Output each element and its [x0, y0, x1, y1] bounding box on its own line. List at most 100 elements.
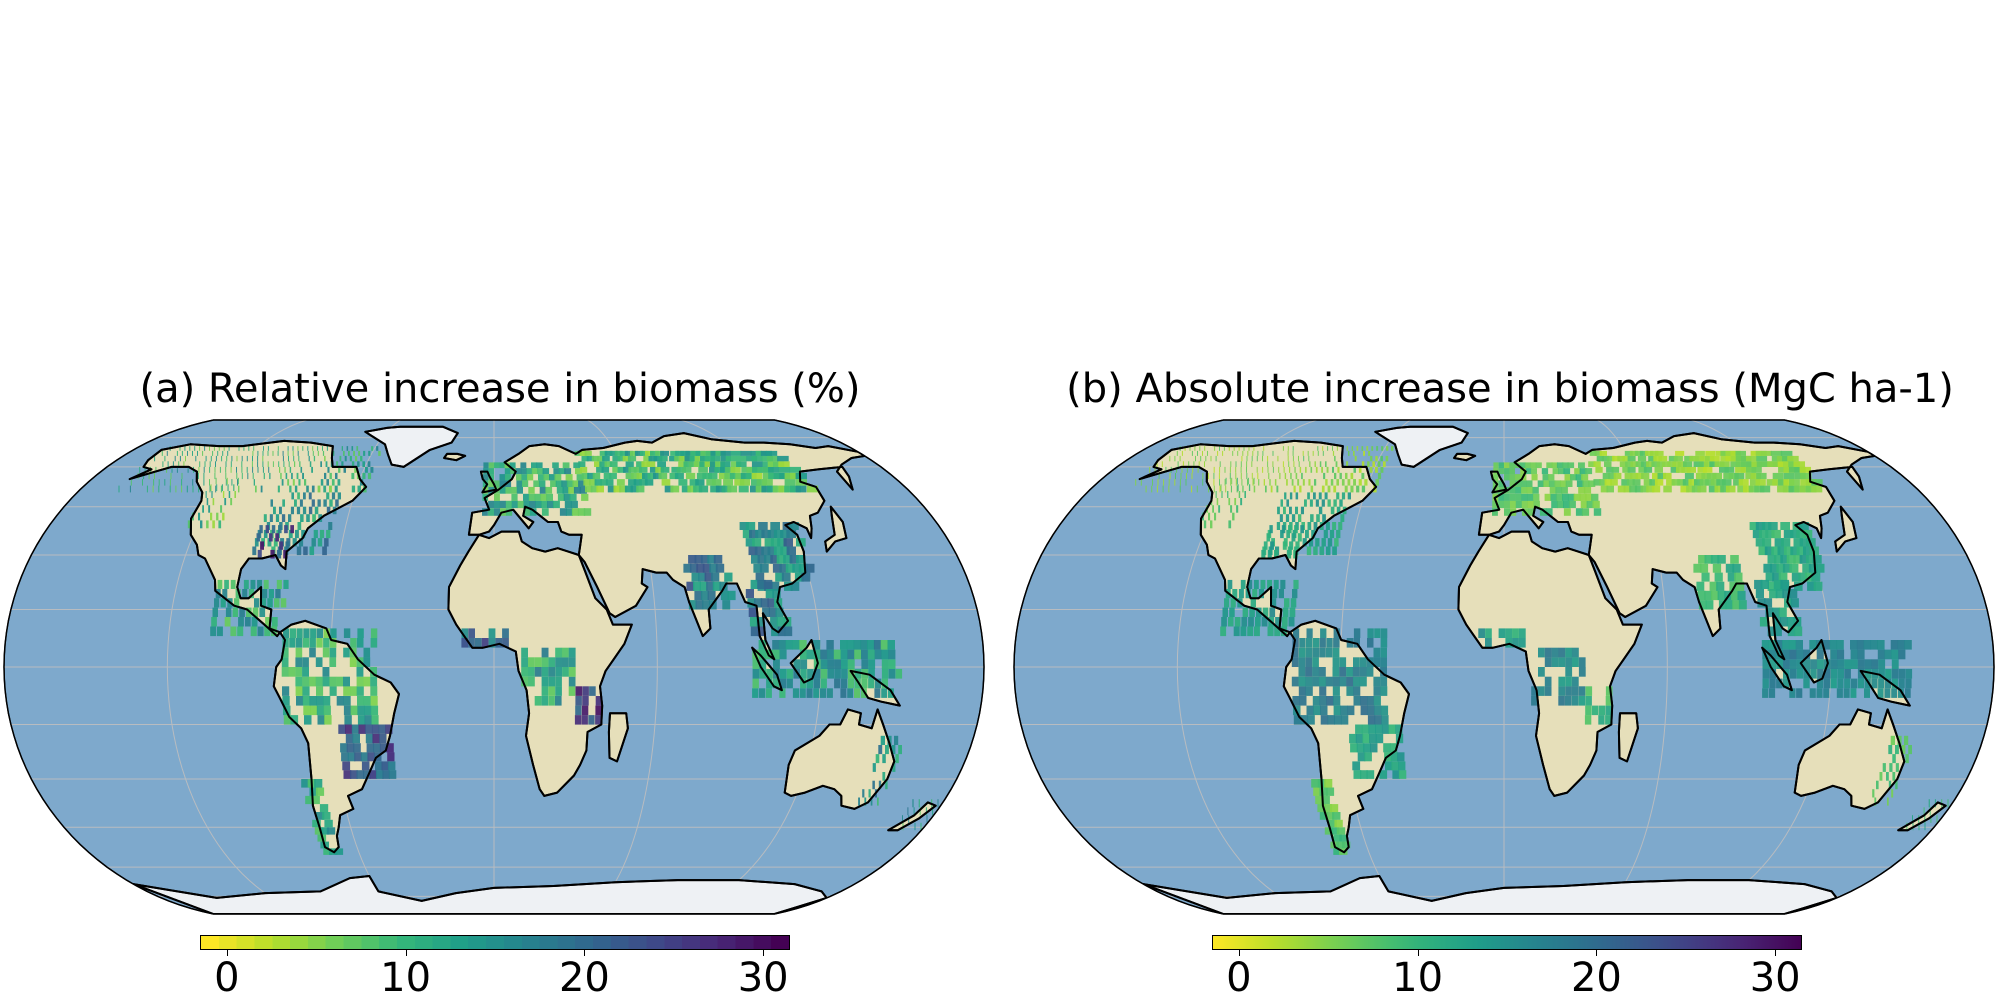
- biomass-cell: [827, 659, 835, 669]
- biomass-cell: [1198, 461, 1200, 467]
- biomass-cell: [1336, 529, 1341, 539]
- biomass-cell: [343, 686, 351, 696]
- biomass-cell: [1565, 647, 1573, 658]
- biomass-cell: [779, 678, 787, 689]
- biomass-cell: [271, 617, 278, 627]
- biomass-cell: [502, 628, 509, 638]
- biomass-cell: [1230, 479, 1232, 486]
- biomass-cell: [1322, 446, 1324, 451]
- biomass-cell: [296, 546, 302, 556]
- biomass-cell: [1518, 628, 1526, 638]
- biomass-cell: [1360, 705, 1368, 716]
- biomass-cell: [1543, 480, 1550, 487]
- biomass-cell: [1765, 572, 1775, 582]
- biomass-cell: [1289, 607, 1296, 617]
- biomass-cell: [296, 628, 303, 638]
- biomass-cell: [1745, 472, 1756, 480]
- biomass-cell: [311, 499, 315, 507]
- biomass-cell: [1350, 743, 1358, 753]
- biomass-cell: [534, 667, 542, 677]
- biomass-cell: [1872, 789, 1875, 798]
- biomass-cell: [1585, 493, 1593, 501]
- biomass-cell: [1705, 600, 1714, 610]
- biomass-cell: [669, 472, 679, 480]
- biomass-cell: [1760, 450, 1772, 456]
- biomass-cell: [1375, 466, 1378, 473]
- biomass-cell: [601, 466, 610, 473]
- biomass-cell: [1485, 638, 1492, 648]
- biomass-cell: [545, 486, 553, 494]
- biomass-cell: [296, 472, 299, 480]
- biomass-cell: [759, 668, 767, 679]
- biomass-cell: [812, 640, 821, 650]
- biomass-cell: [388, 770, 397, 779]
- biomass-cell: [275, 514, 280, 522]
- biomass-cell: [1280, 529, 1284, 539]
- biomass-cell: [1299, 638, 1306, 648]
- biomass-cell: [1928, 799, 1930, 808]
- biomass-cell: [920, 822, 922, 831]
- biomass-cell: [1249, 607, 1255, 617]
- biomass-cell: [267, 446, 269, 451]
- biomass-cell: [581, 472, 589, 480]
- biomass-cell: [1663, 485, 1672, 493]
- biomass-cell: [1332, 450, 1335, 456]
- biomass-cell: [564, 500, 572, 509]
- biomass-cell: [1208, 485, 1210, 493]
- biomass-cell: [1292, 446, 1294, 451]
- biomass-cell: [1380, 647, 1387, 658]
- biomass-cell: [670, 450, 680, 456]
- biomass-cell: [350, 686, 358, 696]
- biomass-cell: [616, 479, 625, 486]
- biomass-cell: [1234, 498, 1237, 506]
- biomass-cell: [263, 446, 264, 451]
- biomass-cell: [1537, 480, 1544, 487]
- biomass-cell: [770, 538, 781, 547]
- biomass-cell: [1652, 472, 1661, 480]
- biomass-cell: [282, 499, 285, 507]
- biomass-cell: [1698, 461, 1709, 467]
- biomass-cell: [1805, 485, 1817, 493]
- biomass-cell: [1551, 500, 1558, 509]
- biomass-cell: [691, 572, 700, 582]
- biomass-cell: [711, 572, 720, 582]
- biomass-cell: [257, 579, 263, 589]
- biomass-cell: [1229, 607, 1235, 617]
- biomass-cell: [1253, 626, 1260, 637]
- biomass-cell: [1250, 598, 1256, 608]
- biomass-cell: [754, 598, 763, 608]
- biomass-cell: [1761, 640, 1770, 650]
- biomass-cell: [488, 638, 496, 648]
- biomass-cell: [745, 522, 756, 530]
- biomass-cell: [636, 485, 645, 493]
- biomass-cell: [735, 472, 746, 480]
- biomass-cell: [1210, 520, 1213, 529]
- biomass-cell: [1398, 770, 1407, 779]
- biomass-cell: [873, 640, 882, 650]
- biomass-cell: [499, 480, 506, 487]
- biomass-cell: [1339, 657, 1347, 667]
- biomass-cell: [1189, 446, 1191, 451]
- biomass-cell: [902, 815, 903, 823]
- biomass-cell: [1197, 450, 1198, 456]
- biomass-cell: [572, 480, 580, 487]
- biomass-cell: [1654, 466, 1663, 473]
- biomass-cell: [1319, 676, 1326, 687]
- biomass-cell: [1149, 466, 1151, 473]
- biomass-cell: [222, 589, 228, 599]
- biomass-cell: [343, 628, 351, 638]
- biomass-cell: [257, 626, 264, 637]
- biomass-cell: [1716, 479, 1726, 486]
- biomass-cell: [361, 761, 370, 771]
- biomass-region-east-africa: [1584, 686, 1613, 725]
- biomass-cell: [700, 555, 710, 564]
- biomass-cell: [1374, 705, 1382, 716]
- biomass-cell: [1391, 761, 1399, 771]
- biomass-cell: [298, 455, 300, 462]
- biomass-cell: [1782, 649, 1790, 660]
- biomass-cell: [820, 649, 828, 660]
- biomass-cell: [1558, 686, 1566, 696]
- biomass-cell: [302, 657, 309, 667]
- biomass-cell: [349, 455, 352, 462]
- biomass-cell: [1375, 733, 1384, 744]
